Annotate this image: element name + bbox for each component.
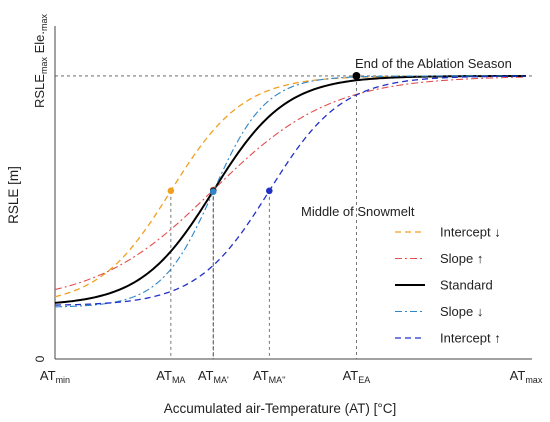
y-axis-label: RSLE [m] — [6, 166, 21, 224]
legend: Intercept ↓ Slope ↑ Standard Slope ↓ Interce… — [395, 225, 501, 346]
axes — [54, 26, 532, 360]
legend-label-3: Slope ↓ — [440, 304, 483, 319]
curves — [54, 74, 527, 308]
y-top-label-main2: Ele. — [32, 31, 47, 57]
series-line-2 — [54, 74, 526, 304]
markers — [167, 71, 361, 195]
x-tick-label-4: ATEA — [343, 368, 371, 385]
x-tick-sub-0: min — [56, 375, 71, 385]
x-tick-main-3: AT — [253, 368, 269, 383]
x-tick-main-5: AT — [510, 368, 526, 383]
series-line-4 — [54, 75, 527, 306]
y-top-label-sub2: max — [39, 13, 49, 31]
series-marker-0 — [167, 187, 175, 195]
x-axis-label: Accumulated air-Temperature (AT) [°C] — [164, 401, 396, 416]
y-zero-label: 0 — [33, 355, 47, 362]
series-marker-4 — [266, 187, 273, 195]
series-line-1 — [54, 76, 527, 291]
legend-label-2: Standard — [440, 278, 493, 293]
series-marker-3 — [209, 188, 217, 195]
x-tick-main-1: AT — [156, 368, 172, 383]
x-tick-main-0: AT — [40, 368, 56, 383]
y-top-label: RSLEmax Ele.max — [32, 13, 49, 108]
x-tick-label-3: ATMA'' — [253, 368, 286, 385]
x-tick-sub-2: MA' — [213, 375, 229, 385]
annotation-end-ablation: End of the Ablation Season — [355, 56, 512, 71]
x-tick-sub-3: MA'' — [269, 375, 286, 385]
x-tick-label-0: ATmin — [40, 368, 70, 385]
end-point-marker — [352, 71, 361, 80]
y-top-label-main: RSLE — [32, 74, 47, 108]
x-tick-sub-4: EA — [358, 375, 370, 385]
x-tick-label-5: ATmax — [510, 368, 543, 385]
y-top-label-sub: max — [39, 57, 49, 75]
legend-label-1: Slope ↑ — [440, 251, 483, 266]
x-tick-main-2: AT — [198, 368, 214, 383]
x-tick-sub-1: MA — [172, 375, 186, 385]
series-line-3 — [54, 75, 526, 308]
x-tick-labels: ATmin ATMA ATMA' ATMA'' ATEA ATmax — [40, 368, 543, 385]
x-tick-label-1: ATMA — [156, 368, 185, 385]
x-tick-main-4: AT — [343, 368, 359, 383]
x-tick-label-2: ATMA' — [198, 368, 229, 385]
legend-label-4: Intercept ↑ — [440, 331, 501, 346]
annotation-middle-snowmelt: Middle of Snowmelt — [301, 204, 415, 219]
legend-label-0: Intercept ↓ — [440, 225, 501, 240]
x-tick-sub-5: max — [525, 375, 543, 385]
